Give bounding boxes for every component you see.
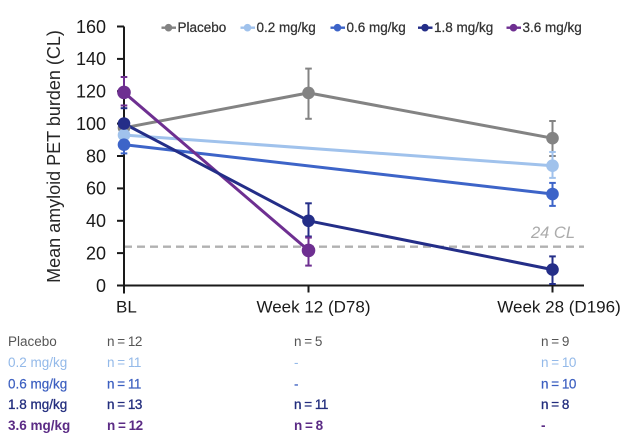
svg-text:0: 0 [96, 276, 106, 296]
svg-text:Week 12 (D78): Week 12 (D78) [256, 298, 370, 317]
svg-text:n = 5: n = 5 [294, 334, 322, 349]
svg-text:120: 120 [76, 82, 106, 102]
svg-text:1.8 mg/kg: 1.8 mg/kg [8, 397, 67, 412]
svg-text:n = 10: n = 10 [541, 376, 576, 391]
svg-text:100: 100 [76, 114, 106, 134]
svg-text:0.2 mg/kg: 0.2 mg/kg [8, 355, 67, 370]
svg-text:Mean amyloid PET burden (CL): Mean amyloid PET burden (CL) [44, 30, 64, 283]
svg-text:0.6 mg/kg: 0.6 mg/kg [8, 376, 67, 391]
svg-text:Placebo: Placebo [8, 334, 57, 349]
svg-text:80: 80 [86, 146, 106, 166]
svg-text:n = 9: n = 9 [541, 334, 569, 349]
svg-text:n = 12: n = 12 [107, 334, 142, 349]
svg-text:n = 11: n = 11 [294, 397, 328, 412]
svg-text:24 CL: 24 CL [530, 224, 575, 242]
svg-text:0.2 mg/kg: 0.2 mg/kg [257, 20, 316, 35]
svg-text:n = 13: n = 13 [107, 397, 142, 412]
svg-text:60: 60 [86, 179, 106, 199]
svg-text:n = 11: n = 11 [107, 376, 141, 391]
svg-text:Week 28 (D196): Week 28 (D196) [497, 298, 620, 317]
svg-text:Placebo: Placebo [178, 20, 227, 35]
svg-text:160: 160 [76, 17, 106, 37]
svg-text:n = 11: n = 11 [107, 355, 141, 370]
svg-text:-: - [541, 418, 545, 433]
svg-text:3.6 mg/kg: 3.6 mg/kg [523, 20, 582, 35]
svg-text:3.6 mg/kg: 3.6 mg/kg [8, 418, 70, 433]
svg-text:0.6 mg/kg: 0.6 mg/kg [347, 20, 406, 35]
svg-text:BL: BL [116, 298, 137, 317]
svg-text:140: 140 [76, 49, 106, 69]
svg-text:20: 20 [86, 243, 106, 263]
svg-text:n = 10: n = 10 [541, 355, 576, 370]
svg-text:n = 12: n = 12 [107, 418, 143, 433]
svg-text:40: 40 [86, 211, 106, 231]
svg-text:n = 8: n = 8 [294, 418, 324, 433]
svg-text:n = 8: n = 8 [541, 397, 569, 412]
svg-text:-: - [294, 376, 298, 391]
svg-text:-: - [294, 355, 298, 370]
svg-text:1.8 mg/kg: 1.8 mg/kg [434, 20, 493, 35]
